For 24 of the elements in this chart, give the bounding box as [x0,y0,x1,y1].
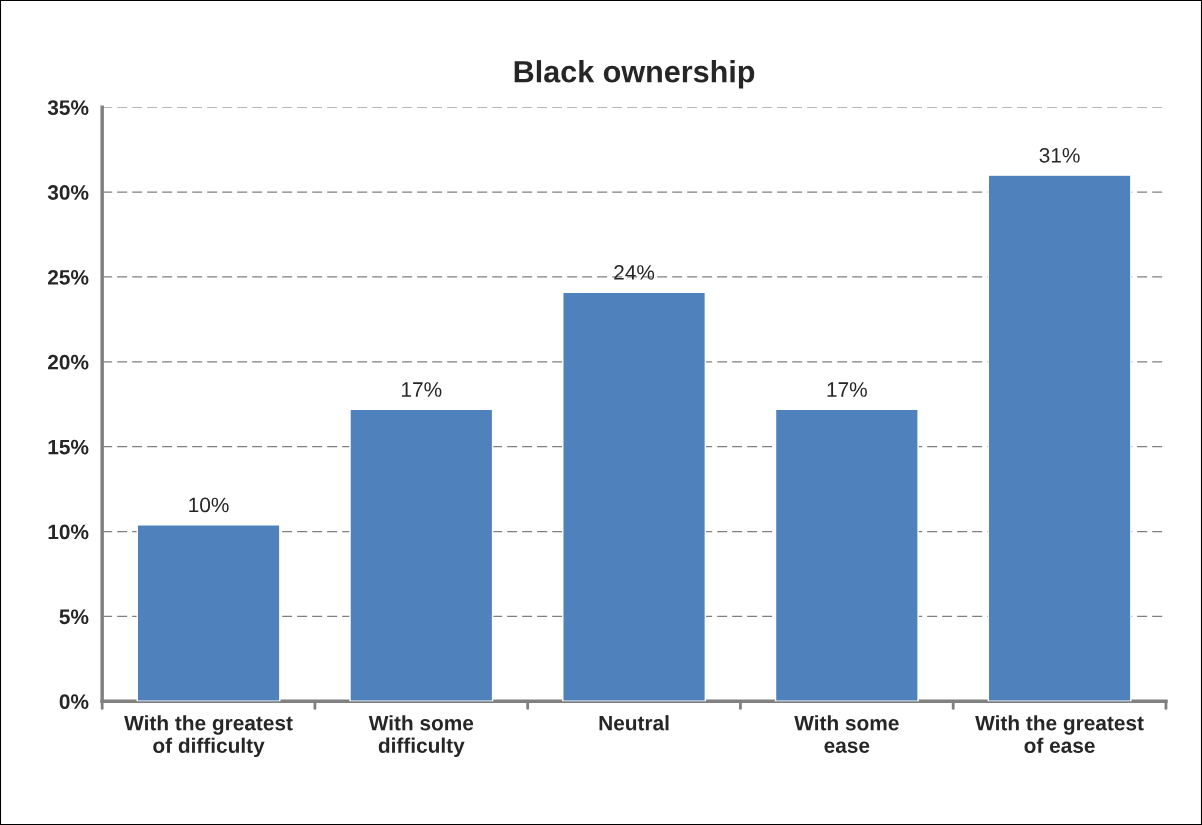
x-tick-label: With some difficulty [368,715,474,757]
y-tick-label: 10% [48,524,89,540]
y-tick-label: 15% [48,439,89,455]
y-tick-label: 5% [59,609,89,625]
x-tick-label: With some ease [794,715,899,753]
bar [349,408,494,702]
data-label: 10% [189,497,229,513]
data-label: 17% [827,382,867,397]
data-label: 31% [1039,147,1080,163]
y-tick-label: 35% [47,100,89,116]
bar [136,524,281,702]
bar [987,174,1132,702]
data-label: 24% [614,265,655,280]
y-tick-label: 30% [47,185,89,200]
y-tick-label: 0% [59,694,89,709]
x-tick-label: Neutral [599,715,669,731]
bar [774,408,919,702]
x-tick-label: With the greatest of difficulty [124,715,293,758]
y-tick-label: 20% [48,354,89,370]
data-label: 17% [402,382,442,397]
x-tick-label: With the greatest of ease [975,715,1144,753]
bar [562,291,707,702]
y-tick-label: 25% [48,269,89,285]
chart-title: Black ownership [514,60,755,89]
